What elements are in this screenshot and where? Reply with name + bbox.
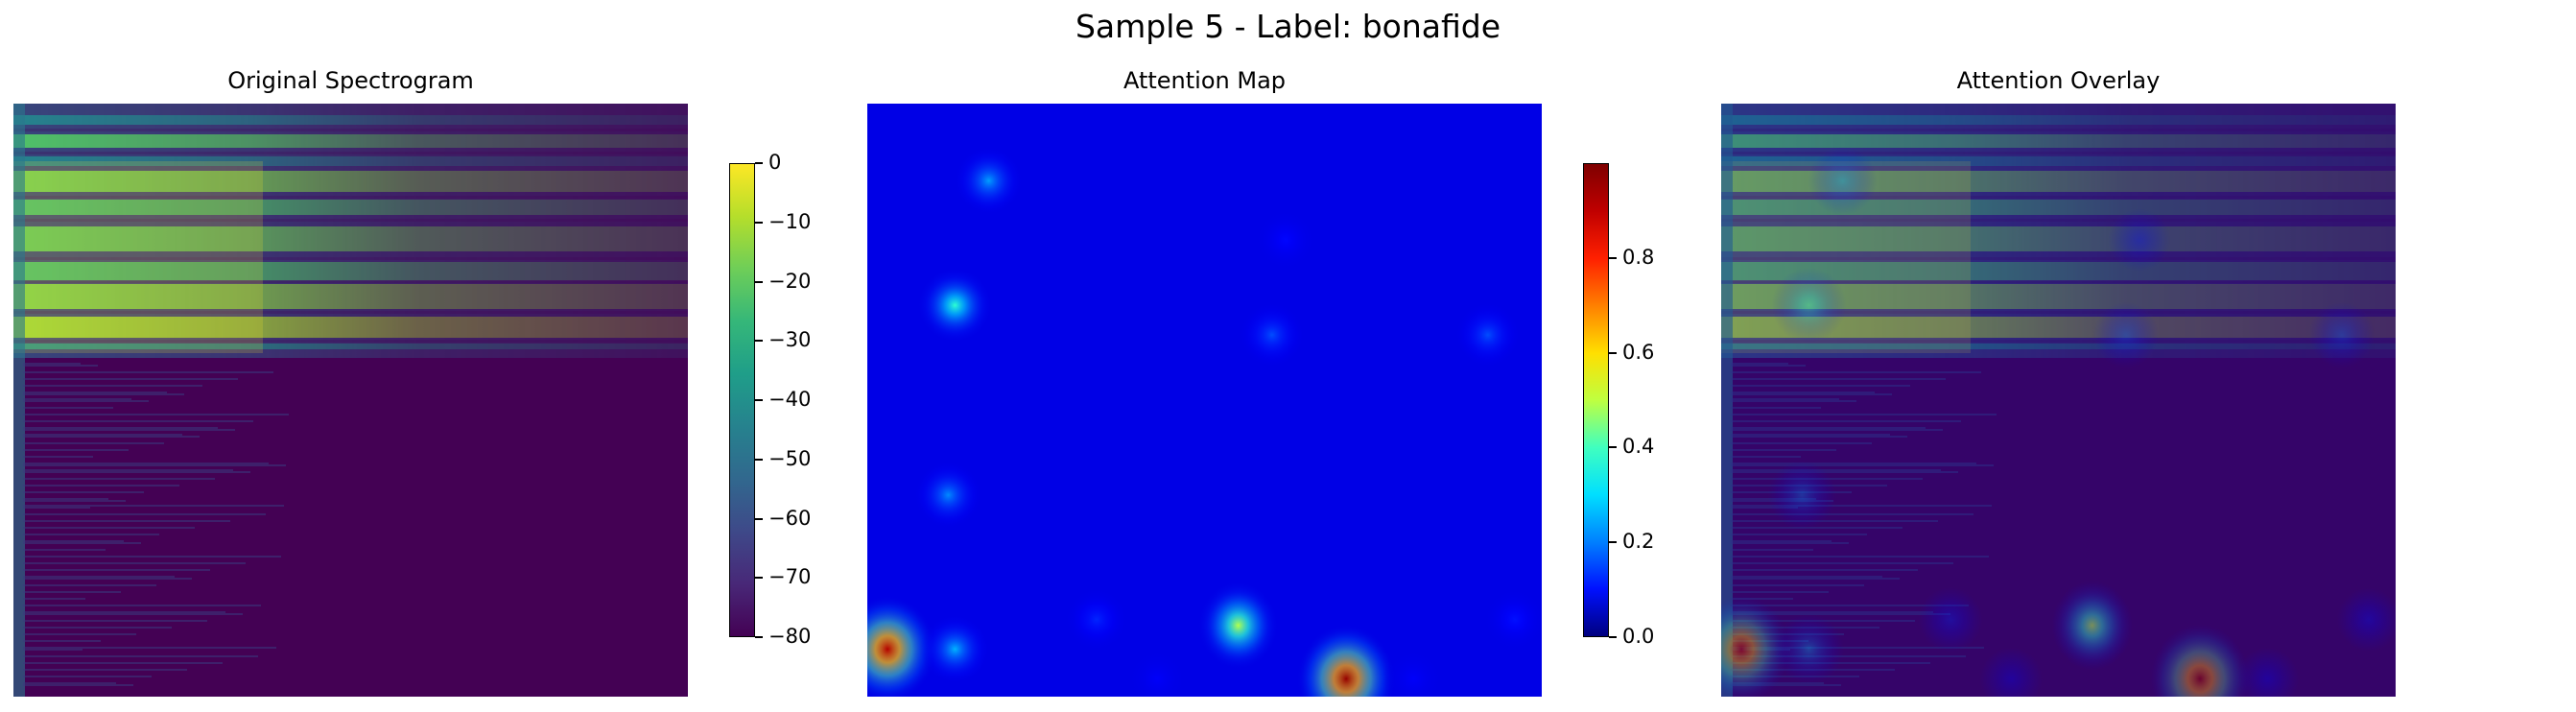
spectrogram-band-5 [1721,226,2396,251]
overlay-title: Attention Overlay [1956,67,2161,94]
attention-colorbar-ticks: 0.0 0.2 0.4 0.6 0.8 [1609,163,1724,648]
spectrogram-colorbar-ticks: 0 −10 −20 −30 −40 −50 −60 −70 −80 [755,151,870,648]
spectrogram-panel [13,104,688,697]
attention-peak-8 [2308,301,2375,368]
attention-peak-13 [1382,647,1446,697]
attention-peak-2 [2051,581,2133,671]
spectrogram-band-6 [13,262,688,281]
attention-peak-3 [917,267,993,344]
attention-overlay-image [1721,104,2396,697]
attention-peak-8 [1454,301,1522,368]
spectrogram-band-8 [13,317,688,338]
attention-peak-6 [913,461,983,530]
spectrogram-band-9 [13,344,688,349]
attention-peak-10 [1482,587,1542,652]
attention-colorbar [1583,163,1609,637]
spectrogram-band-5 [13,226,688,251]
attention-map-image [867,104,1542,697]
spectrogram-band-2 [13,156,688,166]
attention-peak-0 [1721,595,1790,697]
spectrogram-image [13,104,688,697]
attention-colorbar-tick-label-3: 0.6 [1622,340,1655,364]
spectrogram-colorbar [729,163,755,637]
attention-peak-7 [1239,301,1306,368]
spectrogram-colorbar-tick-label-2: −20 [768,269,812,293]
spectrogram-band-2 [1721,156,2396,166]
attention-colorbar-tick-label-2: 0.4 [1622,435,1655,459]
spectrogram-band-1 [1721,134,2396,148]
attention-peak-12 [1125,647,1189,697]
attention-peak-9 [1918,587,1983,653]
spectrogram-colorbar-tick-label-0: 0 [768,151,782,174]
attention-peak-1 [2150,624,2250,697]
attention-peak-9 [1064,587,1129,653]
attention-peak-1 [1296,624,1396,697]
figure-title: Sample 5 - Label: bonafide [1075,8,1501,45]
attention-peak-4 [1773,613,1844,685]
attention-peak-13 [2235,647,2300,697]
overlay-panel [1721,104,2396,697]
attention-peak-6 [1767,461,1837,530]
spectrogram-band-0 [1721,115,2396,125]
spectrogram-band-8 [1721,317,2396,338]
attention-peak-11 [1254,208,1317,272]
attention-peak-11 [2108,208,2171,272]
spectrogram-band-3 [13,171,688,192]
spectrogram-colorbar-tick-label-8: −80 [768,625,812,648]
spectrogram-band-1 [13,134,688,148]
spectrogram-colorbar-tick-label-5: −50 [768,446,812,470]
spectrogram-colorbar-tick-label-7: −70 [768,565,812,589]
spectrogram-band-9 [1721,344,2396,349]
attention-map-panel [867,104,1542,697]
attention-peak-5 [954,146,1024,216]
attention-peak-3 [1771,267,1847,344]
attention-peak-7 [2092,301,2160,368]
attention-peak-4 [919,613,990,685]
attention-peak-12 [1979,647,2043,697]
spectrogram-band-4 [1721,200,2396,215]
spectrogram-band-3 [1721,171,2396,192]
spectrogram-colorbar-tick-label-1: −10 [768,209,812,233]
spectrogram-band-4 [13,200,688,215]
attention-peak-10 [2336,587,2396,652]
attention-colorbar-tick-label-0: 0.0 [1622,625,1655,648]
spectrogram-band-7 [13,284,688,309]
spectrogram-band-0 [13,115,688,125]
attention-colorbar-tick-label-4: 0.8 [1622,245,1655,269]
spectrogram-colorbar-tick-label-4: −40 [768,388,812,411]
spectrogram-colorbar-tick-label-3: −30 [768,328,812,352]
attention-colorbar-tick-label-1: 0.2 [1622,530,1655,554]
attention-map-title: Attention Map [1123,67,1287,94]
attention-peak-0 [867,595,936,697]
attention-peak-5 [1808,146,1878,216]
spectrogram-title: Original Spectrogram [227,67,474,94]
attention-peak-2 [1197,581,1279,671]
spectrogram-colorbar-tick-label-6: −60 [768,506,812,530]
spectrogram-band-6 [1721,262,2396,281]
